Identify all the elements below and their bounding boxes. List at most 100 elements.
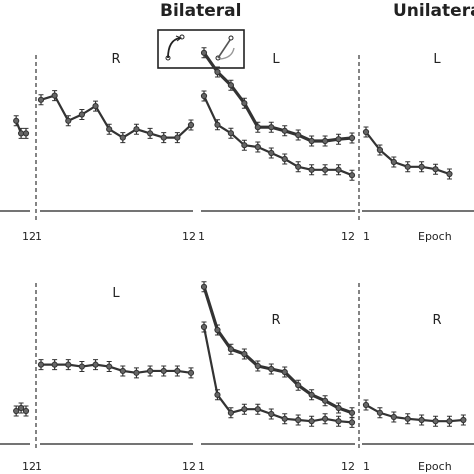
error-bar-cap bbox=[433, 163, 439, 175]
error-bar-cap bbox=[322, 135, 328, 147]
data-point bbox=[308, 137, 315, 145]
error-bar-cap bbox=[268, 363, 274, 375]
data-point bbox=[376, 409, 384, 416]
data-point bbox=[308, 166, 315, 173]
error-bar-cap bbox=[38, 94, 44, 106]
data-point bbox=[460, 416, 467, 424]
data-point bbox=[432, 166, 439, 173]
error-bar-cap bbox=[201, 281, 207, 293]
series-line-row2-L-0 bbox=[41, 363, 192, 374]
data-point bbox=[254, 143, 261, 151]
data-point bbox=[227, 346, 235, 353]
error-bar-cap bbox=[161, 132, 167, 144]
error-bar-cap bbox=[201, 90, 207, 102]
error-bar-cap bbox=[282, 366, 288, 378]
error-bar-cap bbox=[241, 403, 247, 415]
data-point bbox=[268, 124, 275, 131]
data-point bbox=[418, 163, 425, 170]
data-point bbox=[348, 409, 356, 416]
error-bar-cap bbox=[214, 119, 220, 131]
data-point bbox=[51, 92, 58, 99]
error-bar-cap bbox=[38, 359, 44, 371]
trajectory-legend bbox=[157, 29, 245, 69]
data-point bbox=[78, 111, 86, 118]
error-bar-cap bbox=[255, 403, 261, 415]
data-point bbox=[214, 121, 221, 128]
error-bar-cap bbox=[391, 156, 397, 168]
data-point bbox=[281, 127, 288, 134]
error-bar-cap bbox=[460, 414, 466, 426]
tick-label: 1 bbox=[363, 460, 370, 473]
tick-label: 12 bbox=[22, 460, 36, 473]
data-point bbox=[200, 92, 208, 100]
error-bar-cap bbox=[23, 127, 29, 139]
data-point bbox=[37, 96, 45, 103]
data-point bbox=[321, 137, 329, 145]
error-bar-cap bbox=[282, 413, 288, 425]
error-bar-cap bbox=[309, 164, 315, 176]
data-point bbox=[146, 367, 154, 375]
data-point bbox=[335, 418, 342, 425]
data-point bbox=[295, 163, 302, 170]
error-bar-cap bbox=[228, 343, 234, 355]
error-bar-cap bbox=[106, 123, 112, 135]
error-bar-cap bbox=[268, 408, 274, 420]
error-bar-cap bbox=[446, 168, 452, 180]
data-point bbox=[348, 134, 356, 142]
data-point bbox=[241, 350, 248, 358]
data-point bbox=[200, 283, 208, 290]
error-bar-cap bbox=[309, 415, 315, 427]
error-bar-cap bbox=[52, 359, 58, 371]
error-bar-cap bbox=[433, 415, 439, 427]
panel-label-row1-p2: R bbox=[111, 52, 120, 67]
error-bar-cap bbox=[255, 121, 261, 133]
data-point bbox=[13, 407, 20, 415]
data-point bbox=[17, 404, 25, 412]
header-unilateral: Unilatera bbox=[393, 1, 474, 21]
error-bar-cap bbox=[52, 90, 58, 102]
panel-label-row1-p4: L bbox=[433, 52, 441, 67]
panel-label-row2-p2: L bbox=[112, 286, 120, 301]
panel-label-row2-p3: R bbox=[271, 313, 280, 328]
data-point bbox=[214, 326, 221, 334]
error-bar-cap bbox=[255, 141, 261, 153]
data-point bbox=[241, 100, 248, 107]
error-bar-cap bbox=[174, 132, 180, 144]
error-bar-cap bbox=[13, 115, 19, 127]
data-point bbox=[106, 126, 113, 133]
x-axis-label-row2: Epoch bbox=[418, 460, 452, 473]
error-bar-cap bbox=[147, 127, 153, 139]
error-bar-cap bbox=[349, 416, 355, 428]
error-bar-cap bbox=[65, 359, 71, 371]
data-point bbox=[214, 68, 221, 76]
error-bar-cap bbox=[214, 389, 220, 401]
error-bar-cap bbox=[18, 127, 24, 139]
data-point bbox=[321, 166, 329, 173]
data-point bbox=[321, 397, 329, 404]
error-bar-cap bbox=[201, 47, 207, 59]
error-bar-cap bbox=[93, 359, 99, 371]
error-bar-cap bbox=[241, 348, 247, 360]
error-bar-cap bbox=[363, 126, 369, 138]
error-bar-cap bbox=[282, 153, 288, 165]
error-bar-cap bbox=[446, 415, 452, 427]
error-bar-cap bbox=[349, 169, 355, 181]
error-bar-cap bbox=[65, 115, 71, 127]
data-point bbox=[200, 323, 208, 331]
error-bar-cap bbox=[336, 133, 342, 145]
error-bar-cap bbox=[241, 97, 247, 109]
error-bar-cap bbox=[363, 399, 369, 411]
data-point bbox=[432, 418, 439, 425]
data-point bbox=[446, 418, 453, 425]
panel-label-row2-p4: R bbox=[432, 313, 441, 328]
panel-label-row1-p3: L bbox=[272, 52, 280, 67]
error-bar-cap bbox=[255, 360, 261, 372]
x-axis-label-row1: Epoch bbox=[418, 230, 452, 243]
data-point bbox=[295, 131, 302, 139]
error-bar-cap bbox=[188, 367, 194, 379]
data-point bbox=[295, 382, 302, 389]
data-point bbox=[281, 155, 288, 163]
data-point bbox=[119, 367, 126, 375]
error-bar-cap bbox=[322, 164, 328, 176]
data-point bbox=[254, 406, 261, 413]
